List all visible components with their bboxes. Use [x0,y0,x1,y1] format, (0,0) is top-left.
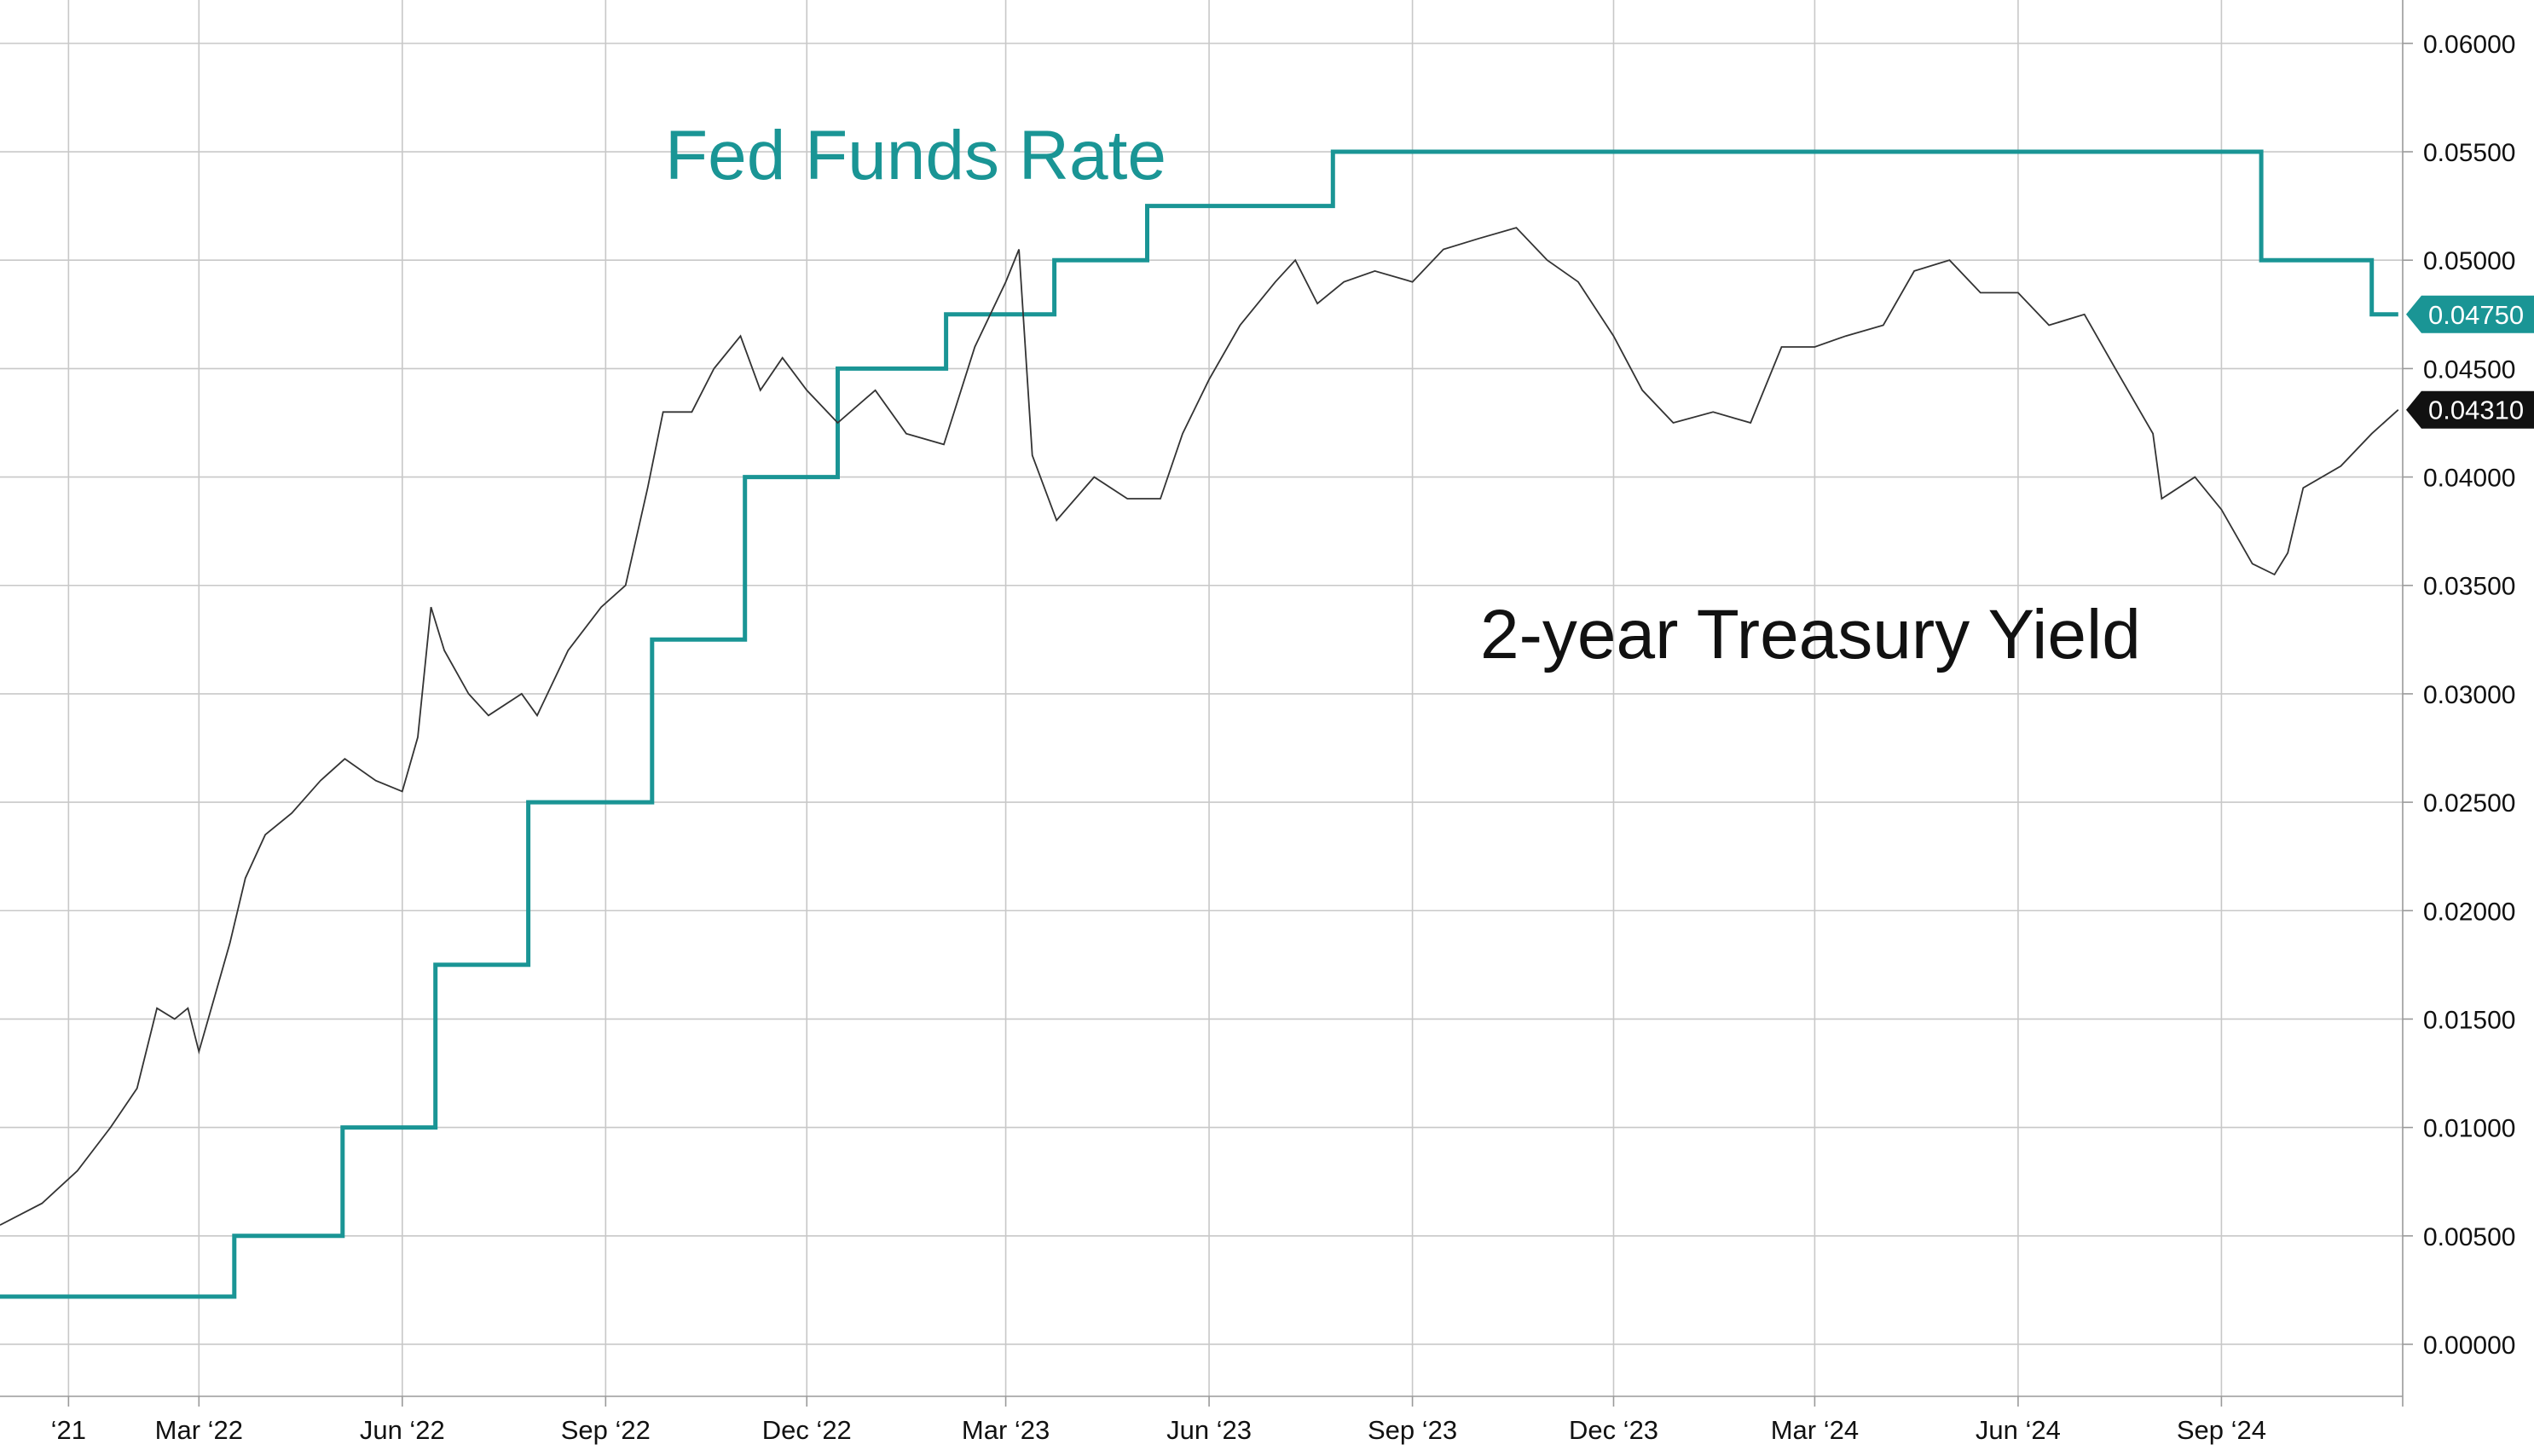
x-tick-label: Sep ‘22 [561,1415,651,1445]
treasury-yield-annotation: 2-year Treasury Yield [1480,596,2141,673]
fed-funds-rate-line [0,149,2398,1299]
y-tick-label: 0.01000 [2423,1115,2515,1143]
fed-funds-rate-value-label: 0.04750 [2428,300,2524,330]
gridlines [0,0,2403,1396]
x-tick-label: Jun ‘22 [360,1415,445,1445]
y-tick-label: 0.02000 [2423,898,2515,926]
treasury-yield-value-label: 0.04310 [2428,396,2524,425]
x-tick-label: Jun ‘23 [1166,1415,1252,1445]
fed-funds-rate-annotation: Fed Funds Rate [665,117,1166,194]
fed-funds-rate-value-badge [2406,295,2534,333]
x-tick-label: Sep ‘23 [1368,1415,1457,1445]
x-tick-label: Mar ‘22 [155,1415,243,1445]
series [0,149,2399,1299]
x-tick-label: ‘21 [51,1415,86,1445]
last-value-badges: 0.04750 0.04310 [2406,295,2534,429]
y-tick-label: 0.05500 [2423,139,2515,167]
y-tick-label: 0.00000 [2423,1332,2515,1360]
y-tick-label: 0.06000 [2423,31,2515,59]
y-tick-label: 0.04000 [2423,465,2515,493]
treasury-yield-line [0,227,2399,1226]
treasury-yield-value-badge [2406,390,2534,429]
x-tick-label: Dec ‘22 [762,1415,852,1445]
x-tick-label: Mar ‘23 [962,1415,1050,1445]
y-tick-label: 0.00500 [2423,1223,2515,1251]
x-tick-label: Mar ‘24 [1771,1415,1859,1445]
y-tick-label: 0.03500 [2423,573,2515,601]
y-tick-label: 0.05000 [2423,247,2515,275]
y-tick-label: 0.04500 [2423,355,2515,384]
x-tick-label: Dec ‘23 [1569,1415,1658,1445]
x-tick-label: Sep ‘24 [2177,1415,2266,1445]
y-tick-label: 0.02500 [2423,789,2515,818]
annotations: Fed Funds Rate 2-year Treasury Yield [665,117,2141,673]
y-tick-label: 0.01500 [2423,1006,2515,1034]
x-tick-label: Jun ‘24 [1976,1415,2061,1445]
y-tick-label: 0.03000 [2423,681,2515,709]
